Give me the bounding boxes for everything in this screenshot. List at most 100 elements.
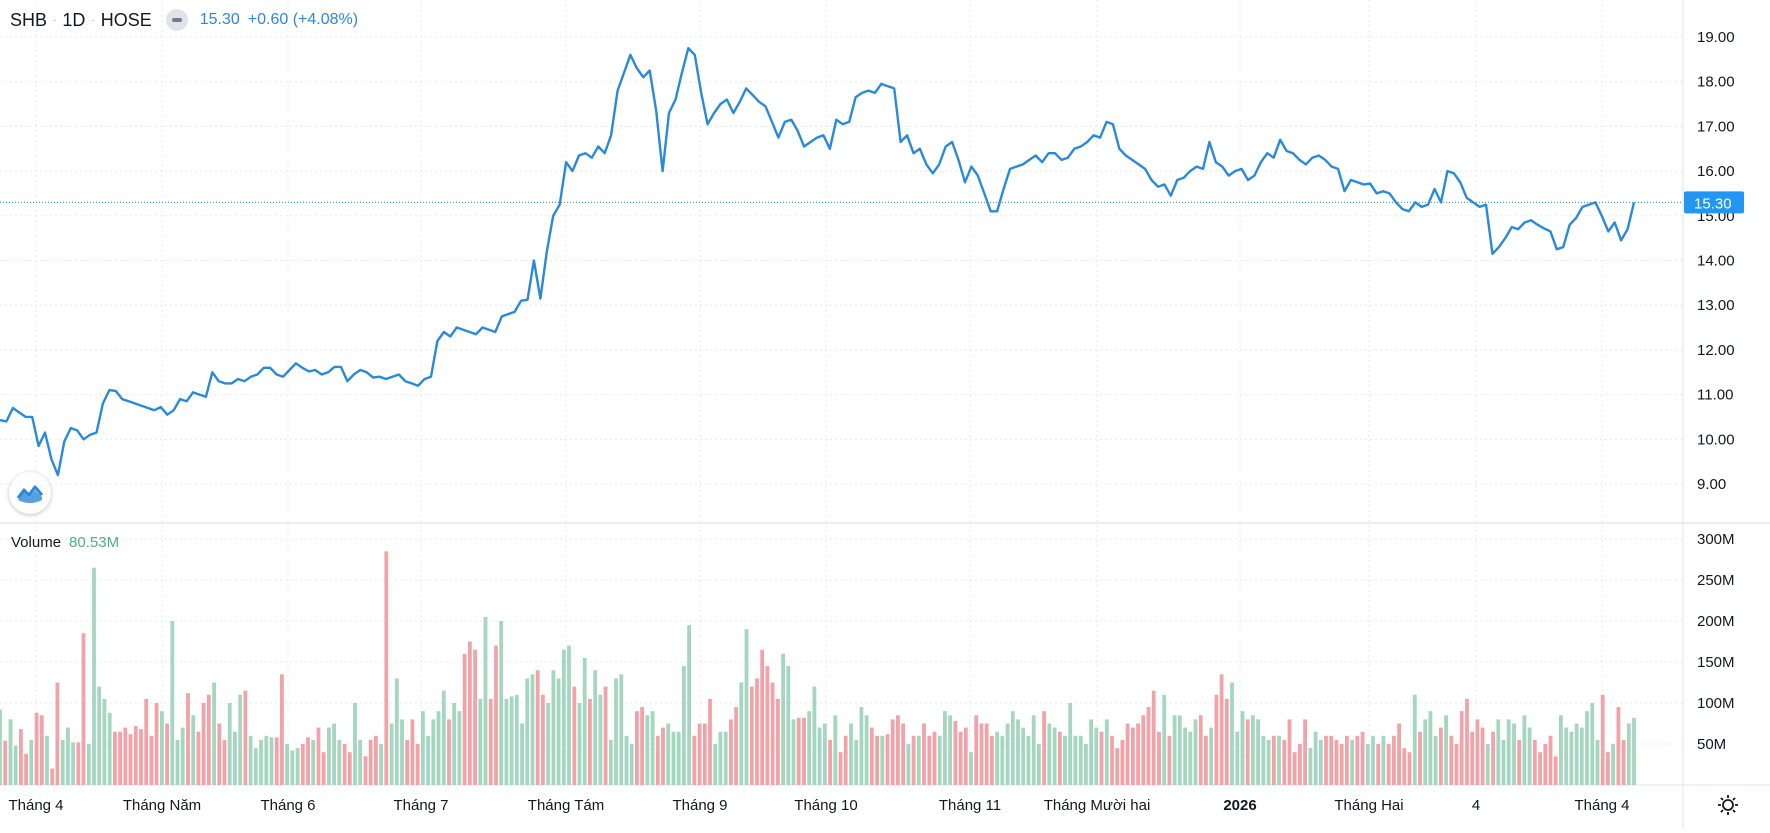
volume-bar[interactable] — [227, 703, 232, 785]
volume-bar[interactable] — [186, 693, 190, 785]
volume-bar[interactable] — [102, 698, 107, 785]
volume-bar[interactable] — [1078, 735, 1083, 785]
volume-bar[interactable] — [180, 727, 185, 785]
volume-bar[interactable] — [97, 686, 102, 785]
volume-bar[interactable] — [984, 723, 989, 786]
volume-bar[interactable] — [697, 723, 702, 786]
volume-bar[interactable] — [1277, 735, 1281, 785]
volume-bar[interactable] — [191, 715, 196, 785]
volume-bar[interactable] — [238, 694, 243, 785]
volume-bar[interactable] — [1261, 735, 1266, 785]
volume-bar[interactable] — [1240, 711, 1245, 785]
volume-bar[interactable] — [1099, 731, 1104, 785]
volume-bar[interactable] — [358, 739, 363, 785]
volume-bar[interactable] — [436, 711, 441, 785]
volume-bar[interactable] — [582, 657, 587, 785]
volume-bar[interactable] — [170, 621, 175, 785]
volume-bar[interactable] — [1517, 739, 1522, 785]
volume-bar[interactable] — [1271, 735, 1276, 785]
volume-bar[interactable] — [259, 739, 263, 785]
volume-bar[interactable] — [113, 731, 117, 785]
volume-bar[interactable] — [1600, 694, 1605, 785]
volume-bar[interactable] — [431, 719, 436, 785]
volume-bar[interactable] — [1057, 731, 1062, 785]
volume-bar[interactable] — [1475, 719, 1480, 785]
volume-bar[interactable] — [1548, 735, 1553, 785]
volume-bar[interactable] — [911, 735, 916, 785]
collapse-pill-icon[interactable] — [165, 9, 188, 31]
volume-bar[interactable] — [723, 731, 728, 785]
volume-bar[interactable] — [1308, 748, 1313, 785]
settings-gear-icon[interactable] — [1715, 792, 1741, 818]
volume-bar[interactable] — [567, 645, 571, 785]
volume-bar[interactable] — [546, 703, 551, 785]
volume-bar[interactable] — [1365, 744, 1370, 785]
volume-bar[interactable] — [29, 739, 34, 785]
volume-bar[interactable] — [1084, 744, 1088, 785]
volume-bar[interactable] — [953, 721, 958, 785]
volume-bar[interactable] — [880, 735, 885, 785]
volume-bar[interactable] — [1371, 735, 1375, 785]
volume-bar[interactable] — [1397, 723, 1401, 786]
volume-bar[interactable] — [269, 737, 274, 785]
volume-bar[interactable] — [1324, 735, 1328, 785]
volume-bar[interactable] — [1131, 727, 1135, 785]
volume-bar[interactable] — [734, 707, 738, 785]
volume-bar[interactable] — [0, 709, 2, 785]
volume-bar[interactable] — [635, 711, 639, 785]
volume-bar[interactable] — [1485, 744, 1490, 785]
volume-bar[interactable] — [995, 731, 999, 785]
volume-bar[interactable] — [1449, 735, 1454, 785]
volume-bar[interactable] — [457, 711, 462, 785]
volume-bar[interactable] — [1198, 715, 1203, 785]
volume-bar[interactable] — [990, 735, 994, 785]
volume-bar[interactable] — [1444, 715, 1448, 785]
volume-bar[interactable] — [123, 727, 128, 785]
volume-bar[interactable] — [504, 698, 509, 785]
volume-bar[interactable] — [1146, 707, 1151, 785]
volume-bar[interactable] — [1418, 731, 1422, 785]
volume-bar[interactable] — [770, 682, 775, 786]
volume-bar[interactable] — [943, 711, 947, 785]
volume-bar[interactable] — [1251, 715, 1255, 785]
volume-bar[interactable] — [1136, 723, 1140, 786]
volume-bar[interactable] — [389, 723, 394, 786]
volume-bar[interactable] — [1459, 711, 1464, 785]
volume-bar[interactable] — [290, 750, 295, 785]
volume-bar[interactable] — [86, 744, 91, 785]
volume-bar[interactable] — [24, 753, 28, 785]
volume-bar[interactable] — [1183, 727, 1187, 785]
volume-bar[interactable] — [144, 698, 149, 785]
volume-bar[interactable] — [452, 703, 457, 785]
volume-bar[interactable] — [1000, 735, 1005, 785]
volume-bar[interactable] — [1329, 735, 1334, 785]
volume-bar[interactable] — [60, 739, 65, 785]
volume-bar[interactable] — [514, 694, 519, 785]
volume-bar[interactable] — [1313, 731, 1318, 785]
volume-bar[interactable] — [671, 731, 676, 785]
volume-bar[interactable] — [295, 748, 300, 785]
volume-bar[interactable] — [1553, 756, 1558, 785]
volume-bar[interactable] — [1021, 727, 1026, 785]
volume-bar[interactable] — [1167, 735, 1172, 785]
volume-bar[interactable] — [1392, 735, 1396, 785]
volume-bar[interactable] — [551, 670, 556, 785]
volume-bar[interactable] — [1579, 727, 1584, 785]
volume-bar[interactable] — [838, 752, 843, 785]
volume-bar[interactable] — [1052, 727, 1057, 785]
volume-bar[interactable] — [1412, 694, 1417, 785]
volume-bar[interactable] — [948, 715, 952, 785]
volume-bar[interactable] — [34, 712, 39, 785]
symbol-name[interactable]: SHB — [10, 9, 48, 30]
volume-bar[interactable] — [149, 735, 154, 785]
volume-bar[interactable] — [1616, 707, 1621, 785]
volume-bar[interactable] — [619, 674, 624, 785]
volume-bar[interactable] — [410, 719, 415, 785]
volume-bar[interactable] — [212, 682, 216, 786]
interval-label[interactable]: 1D — [62, 9, 86, 30]
volume-bar[interactable] — [1595, 739, 1600, 785]
volume-bar[interactable] — [786, 666, 791, 785]
volume-bar[interactable] — [347, 752, 352, 785]
volume-bar[interactable] — [128, 734, 133, 785]
